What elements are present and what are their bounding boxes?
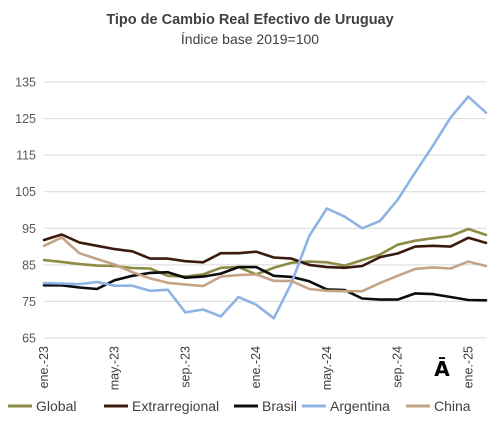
- x-tick-label: ene.-25: [461, 346, 475, 388]
- x-tick-label: ene.-23: [37, 346, 51, 388]
- x-tick-label: sep.-24: [391, 346, 405, 388]
- legend: Global Extrarregional Brasil Argentina China: [8, 398, 471, 414]
- x-axis-tick-labels: ene.-23 may.-23 sep.-23 ene.-24 may.-24 sep.-…: [37, 346, 475, 390]
- chart-title: Tipo de Cambio Real Efectivo de Uruguay: [106, 12, 393, 28]
- y-tick-label: 85: [22, 258, 36, 272]
- legend-label-extrarregional: Extrarregional: [132, 398, 219, 414]
- legend-label-china: China: [434, 398, 471, 414]
- y-axis-tick-labels: 65 75 85 95 105 115 125 135: [15, 76, 36, 346]
- series-line-argentina: [42, 95, 488, 320]
- y-tick-label: 105: [15, 185, 36, 199]
- chart-subtitle: Índice base 2019=100: [181, 31, 319, 47]
- annotation-marker: Ā: [434, 357, 450, 381]
- series-line-extrarregional: [42, 233, 488, 270]
- series-lines: [42, 95, 488, 320]
- y-tick-label: 125: [15, 112, 36, 126]
- series-line-china: [42, 236, 488, 293]
- y-tick-label: 65: [22, 332, 36, 346]
- y-tick-label: 95: [22, 222, 36, 236]
- x-tick-label: may.-24: [320, 346, 334, 390]
- x-tick-label: sep.-23: [178, 346, 192, 388]
- x-tick-label: may.-23: [108, 346, 122, 390]
- legend-label-argentina: Argentina: [330, 398, 390, 414]
- y-tick-label: 75: [22, 295, 36, 309]
- y-tick-label: 115: [16, 149, 36, 163]
- legend-label-global: Global: [36, 398, 76, 414]
- gridlines: [44, 81, 486, 339]
- series-line-brasil: [42, 265, 488, 302]
- y-tick-label: 135: [15, 76, 36, 90]
- legend-label-brasil: Brasil: [262, 398, 297, 414]
- x-tick-label: ene.-24: [249, 346, 263, 388]
